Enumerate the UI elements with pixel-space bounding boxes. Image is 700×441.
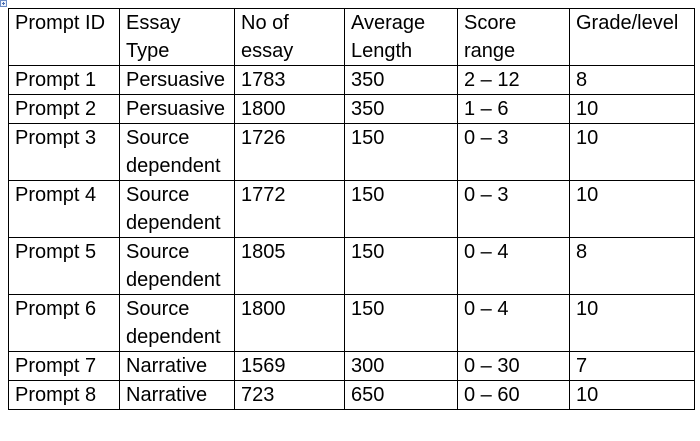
cell-grade-level: 10 — [569, 294, 695, 352]
table-row: Prompt 5 Source dependent 1805 150 0 – 4… — [8, 237, 695, 295]
cell-average-length: 150 — [344, 237, 458, 295]
cell-average-length: 150 — [344, 123, 458, 181]
header-average-length: Average Length — [344, 8, 458, 66]
table-row: Prompt 8 Narrative 723 650 0 – 60 10 — [8, 380, 695, 410]
cell-average-length: 300 — [344, 351, 458, 381]
cell-essay-type: Source dependent — [119, 180, 235, 238]
cell-no-of-essay: 1569 — [234, 351, 345, 381]
cell-average-length: 650 — [344, 380, 458, 410]
table-row: Prompt 1 Persuasive 1783 350 2 – 12 8 — [8, 65, 695, 95]
cell-no-of-essay: 1772 — [234, 180, 345, 238]
cell-average-length: 150 — [344, 294, 458, 352]
cell-grade-level: 10 — [569, 380, 695, 410]
cell-grade-level: 10 — [569, 94, 695, 124]
cell-score-range: 0 – 3 — [457, 180, 570, 238]
cell-no-of-essay: 1726 — [234, 123, 345, 181]
header-no-of-essay: No of essay — [234, 8, 345, 66]
table-move-handle-icon[interactable] — [0, 0, 7, 7]
header-score-range: Score range — [457, 8, 570, 66]
header-essay-type: Essay Type — [119, 8, 235, 66]
table-row: Prompt 7 Narrative 1569 300 0 – 30 7 — [8, 351, 695, 381]
cell-score-range: 0 – 4 — [457, 294, 570, 352]
cell-prompt-id: Prompt 5 — [8, 237, 120, 295]
cell-average-length: 350 — [344, 94, 458, 124]
essay-dataset-table: Prompt ID Essay Type No of essay Average… — [8, 8, 695, 410]
cell-essay-type: Source dependent — [119, 294, 235, 352]
cell-no-of-essay: 1805 — [234, 237, 345, 295]
cell-score-range: 0 – 60 — [457, 380, 570, 410]
table-row: Prompt 4 Source dependent 1772 150 0 – 3… — [8, 180, 695, 238]
cell-prompt-id: Prompt 1 — [8, 65, 120, 95]
cell-score-range: 1 – 6 — [457, 94, 570, 124]
cell-no-of-essay: 723 — [234, 380, 345, 410]
cell-prompt-id: Prompt 4 — [8, 180, 120, 238]
cell-grade-level: 10 — [569, 123, 695, 181]
header-grade-level: Grade/level — [569, 8, 695, 66]
cell-essay-type: Source dependent — [119, 123, 235, 181]
cell-grade-level: 8 — [569, 237, 695, 295]
cell-no-of-essay: 1800 — [234, 294, 345, 352]
header-prompt-id: Prompt ID — [8, 8, 120, 66]
cell-no-of-essay: 1800 — [234, 94, 345, 124]
table-row: Prompt 3 Source dependent 1726 150 0 – 3… — [8, 123, 695, 181]
cell-no-of-essay: 1783 — [234, 65, 345, 95]
cell-prompt-id: Prompt 3 — [8, 123, 120, 181]
cell-score-range: 2 – 12 — [457, 65, 570, 95]
cell-prompt-id: Prompt 2 — [8, 94, 120, 124]
cell-essay-type: Narrative — [119, 351, 235, 381]
cell-grade-level: 7 — [569, 351, 695, 381]
cell-prompt-id: Prompt 7 — [8, 351, 120, 381]
cell-prompt-id: Prompt 8 — [8, 380, 120, 410]
cell-grade-level: 10 — [569, 180, 695, 238]
cell-score-range: 0 – 3 — [457, 123, 570, 181]
table-header-row: Prompt ID Essay Type No of essay Average… — [8, 8, 695, 66]
cell-score-range: 0 – 30 — [457, 351, 570, 381]
cell-average-length: 350 — [344, 65, 458, 95]
cell-prompt-id: Prompt 6 — [8, 294, 120, 352]
table-row: Prompt 2 Persuasive 1800 350 1 – 6 10 — [8, 94, 695, 124]
cell-score-range: 0 – 4 — [457, 237, 570, 295]
table-row: Prompt 6 Source dependent 1800 150 0 – 4… — [8, 294, 695, 352]
cell-average-length: 150 — [344, 180, 458, 238]
cell-essay-type: Persuasive — [119, 94, 235, 124]
cell-essay-type: Persuasive — [119, 65, 235, 95]
cell-essay-type: Narrative — [119, 380, 235, 410]
cell-essay-type: Source dependent — [119, 237, 235, 295]
cell-grade-level: 8 — [569, 65, 695, 95]
